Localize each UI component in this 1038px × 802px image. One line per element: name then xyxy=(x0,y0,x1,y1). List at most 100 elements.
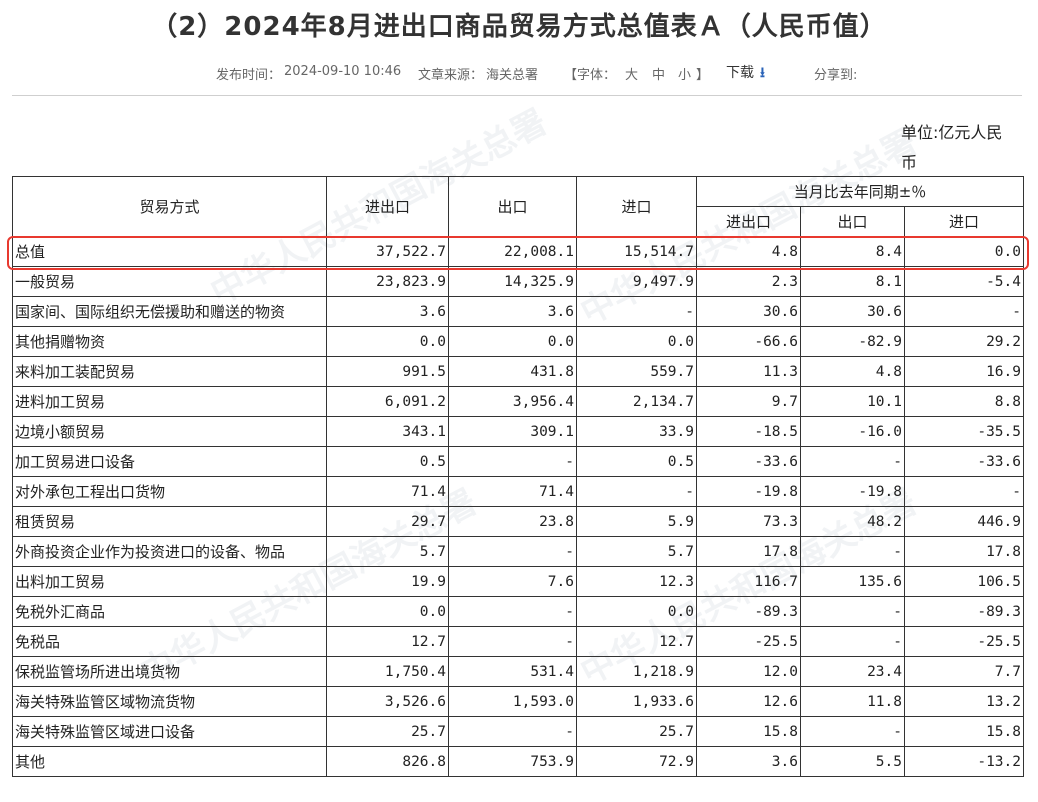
value-cell-yoy-import: 15.8 xyxy=(904,716,1024,747)
value-cell-yoy-total: -33.6 xyxy=(696,446,801,477)
table-row: 免税品 12.7-12.7 -25.5- -25.5 xyxy=(12,626,1024,657)
value-cell-export: 3,956.4 xyxy=(448,386,577,417)
value-cell-yoy-total: -18.5 xyxy=(696,416,801,447)
font-large-button[interactable]: 大 xyxy=(625,68,639,83)
value-cell-export: 14,325.9 xyxy=(448,266,577,297)
value-cell-yoy-export: 8.1 xyxy=(800,266,905,297)
value-cell-yoy-total: 116.7 xyxy=(696,566,801,597)
value-cell-yoy-import: 29.2 xyxy=(904,326,1024,357)
table-row: 国家间、国际组织无偿援助和赠送的物资 3.6 3.6-30.6 30.6- xyxy=(12,296,1024,327)
table-row: 外商投资企业作为投资进口的设备、物品 5.7-5.7 17.8-17.8 xyxy=(12,536,1024,567)
value-cell-yoy-import: - xyxy=(904,296,1024,327)
value-cell-yoy-export: 30.6 xyxy=(800,296,905,327)
value-cell-export: 431.8 xyxy=(448,356,577,387)
value-cell-yoy-export: 4.8 xyxy=(800,356,905,387)
download-label: 下载 xyxy=(726,65,754,81)
share-label: 分享到: xyxy=(814,68,858,83)
table-row-total: 总值 37,522.7 22,008.1 15,514.7 4.8 8.4 0.0 xyxy=(12,236,1024,267)
unit-line-1: 单位:亿元人民 xyxy=(901,123,1003,142)
value-cell-import: 72.9 xyxy=(576,746,697,777)
header-export: 出口 xyxy=(448,176,577,237)
value-cell-import: 1,218.9 xyxy=(576,656,697,687)
trade-mode-table: 贸易方式 进出口 出口 进口 当月比去年同期±％ 进出口 出口 进口 总值 37,… xyxy=(12,176,1024,777)
value-cell-export: 531.4 xyxy=(448,656,577,687)
header-divider xyxy=(12,95,1022,96)
trade-mode-cell: 对外承包工程出口货物 xyxy=(12,476,327,507)
value-cell-yoy-import: -25.5 xyxy=(904,626,1024,657)
value-cell-import: 33.9 xyxy=(576,416,697,447)
value-cell-export: 3.6 xyxy=(448,296,577,327)
value-cell-yoy-export: 5.5 xyxy=(800,746,905,777)
value-cell-yoy-export: 10.1 xyxy=(800,386,905,417)
table-row: 保税监管场所进出境货物 1,750.4 531.4 1,218.9 12.0 23.4 7.… xyxy=(12,656,1024,687)
value-cell-export: 71.4 xyxy=(448,476,577,507)
value-cell-import: 2,134.7 xyxy=(576,386,697,417)
trade-mode-cell: 一般贸易 xyxy=(12,266,327,297)
value-cell-import: 25.7 xyxy=(576,716,697,747)
trade-mode-cell: 其他 xyxy=(12,746,327,777)
value-cell-export: - xyxy=(448,536,577,567)
value-cell-yoy-total: 9.7 xyxy=(696,386,801,417)
value-cell-total: 6,091.2 xyxy=(326,386,449,417)
value-cell-yoy-import: 17.8 xyxy=(904,536,1024,567)
value-cell-yoy-import: -33.6 xyxy=(904,446,1024,477)
download-arrow-icon: ⭳ xyxy=(760,65,765,81)
value-cell-total: 343.1 xyxy=(326,416,449,447)
value-cell-import: 0.0 xyxy=(576,596,697,627)
trade-mode-cell: 保税监管场所进出境货物 xyxy=(12,656,327,687)
value-cell-total: 23,823.9 xyxy=(326,266,449,297)
value-cell-yoy-import: -5.4 xyxy=(904,266,1024,297)
value-cell-yoy-total: 3.6 xyxy=(696,746,801,777)
header-import: 进口 xyxy=(576,176,697,237)
trade-mode-cell: 总值 xyxy=(12,236,327,267)
value-cell-total: 1,750.4 xyxy=(326,656,449,687)
table-row: 免税外汇商品 0.0-0.0 -89.3- -89.3 xyxy=(12,596,1024,627)
table-row: 一般贸易 23,823.9 14,325.9 9,497.9 2.3 8.1 -5.4 xyxy=(12,266,1024,297)
value-cell-import: - xyxy=(576,476,697,507)
value-cell-export: 753.9 xyxy=(448,746,577,777)
table-row: 海关特殊监管区域进口设备 25.7-25.7 15.8-15.8 xyxy=(12,716,1024,747)
value-cell-export: - xyxy=(448,716,577,747)
trade-mode-cell: 免税外汇商品 xyxy=(12,596,327,627)
value-cell-total: 3.6 xyxy=(326,296,449,327)
header-total: 进出口 xyxy=(326,176,449,237)
value-cell-yoy-export: - xyxy=(800,536,905,567)
value-cell-yoy-import: 13.2 xyxy=(904,686,1024,717)
font-size-label-close: 】 xyxy=(696,68,710,83)
value-cell-yoy-total: 11.3 xyxy=(696,356,801,387)
value-cell-yoy-total: -89.3 xyxy=(696,596,801,627)
value-cell-import: 5.7 xyxy=(576,536,697,567)
trade-mode-cell: 海关特殊监管区域进口设备 xyxy=(12,716,327,747)
value-cell-total: 5.7 xyxy=(326,536,449,567)
value-cell-yoy-import: 0.0 xyxy=(904,236,1024,267)
value-cell-total: 826.8 xyxy=(326,746,449,777)
value-cell-export: 22,008.1 xyxy=(448,236,577,267)
table-row: 出料加工贸易 19.9 7.6 12.3 116.7 135.6 106.5 xyxy=(12,566,1024,597)
value-cell-yoy-import: - xyxy=(904,476,1024,507)
value-cell-yoy-import: 7.7 xyxy=(904,656,1024,687)
value-cell-yoy-export: 48.2 xyxy=(800,506,905,537)
table-row: 边境小额贸易 343.1 309.1 33.9 -18.5 -16.0 -35.5 xyxy=(12,416,1024,447)
value-cell-total: 71.4 xyxy=(326,476,449,507)
value-cell-import: 12.3 xyxy=(576,566,697,597)
value-cell-total: 37,522.7 xyxy=(326,236,449,267)
value-cell-total: 0.5 xyxy=(326,446,449,477)
font-small-button[interactable]: 小 xyxy=(678,68,692,83)
value-cell-yoy-total: 2.3 xyxy=(696,266,801,297)
value-cell-yoy-total: 73.3 xyxy=(696,506,801,537)
header-yoy-export: 出口 xyxy=(800,206,905,237)
value-cell-total: 0.0 xyxy=(326,596,449,627)
value-cell-import: 0.5 xyxy=(576,446,697,477)
value-cell-yoy-import: 106.5 xyxy=(904,566,1024,597)
trade-mode-cell: 加工贸易进口设备 xyxy=(12,446,327,477)
download-button[interactable]: 下载 ⭳ xyxy=(726,62,765,86)
font-size-label: 【字体： xyxy=(564,68,617,83)
font-medium-button[interactable]: 中 xyxy=(652,68,666,83)
value-cell-total: 19.9 xyxy=(326,566,449,597)
value-cell-yoy-export: 135.6 xyxy=(800,566,905,597)
value-cell-yoy-import: -35.5 xyxy=(904,416,1024,447)
trade-mode-cell: 其他捐赠物资 xyxy=(12,326,327,357)
value-cell-yoy-import: -13.2 xyxy=(904,746,1024,777)
value-cell-yoy-export: -16.0 xyxy=(800,416,905,447)
value-cell-import: 15,514.7 xyxy=(576,236,697,267)
